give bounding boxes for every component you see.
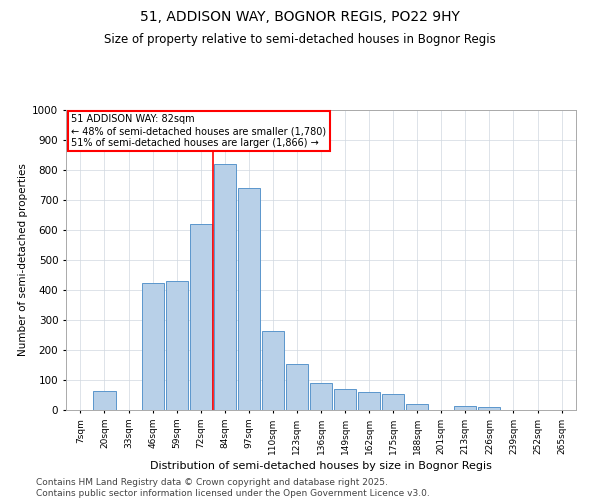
Bar — [166, 281, 188, 410]
Bar — [358, 392, 380, 410]
Bar — [454, 406, 476, 410]
Y-axis label: Number of semi-detached properties: Number of semi-detached properties — [18, 164, 28, 356]
Text: 51 ADDISON WAY: 82sqm
← 48% of semi-detached houses are smaller (1,780)
51% of s: 51 ADDISON WAY: 82sqm ← 48% of semi-deta… — [71, 114, 326, 148]
Bar — [406, 404, 428, 410]
Text: Contains HM Land Registry data © Crown copyright and database right 2025.
Contai: Contains HM Land Registry data © Crown c… — [36, 478, 430, 498]
Text: Size of property relative to semi-detached houses in Bognor Regis: Size of property relative to semi-detach… — [104, 32, 496, 46]
Bar — [334, 389, 356, 410]
Bar — [142, 282, 164, 410]
Bar — [238, 188, 260, 410]
Bar — [94, 390, 116, 410]
Text: 51, ADDISON WAY, BOGNOR REGIS, PO22 9HY: 51, ADDISON WAY, BOGNOR REGIS, PO22 9HY — [140, 10, 460, 24]
Bar — [262, 330, 284, 410]
Bar — [190, 224, 212, 410]
X-axis label: Distribution of semi-detached houses by size in Bognor Regis: Distribution of semi-detached houses by … — [150, 461, 492, 471]
Bar — [478, 407, 500, 410]
Bar — [310, 383, 332, 410]
Bar — [382, 394, 404, 410]
Bar — [214, 164, 236, 410]
Bar — [286, 364, 308, 410]
